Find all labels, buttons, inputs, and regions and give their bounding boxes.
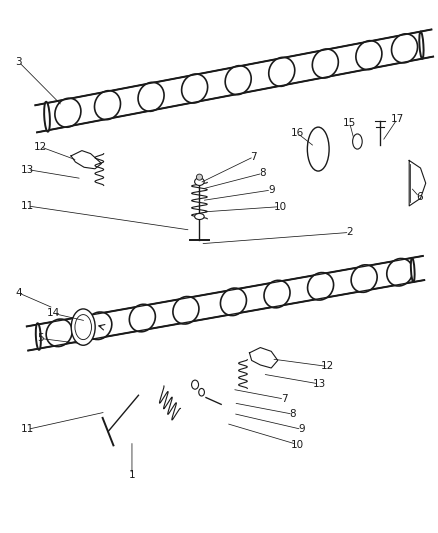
Ellipse shape bbox=[199, 389, 205, 396]
Ellipse shape bbox=[36, 323, 41, 350]
Ellipse shape bbox=[191, 380, 198, 389]
Text: 16: 16 bbox=[291, 128, 304, 138]
Text: 13: 13 bbox=[312, 379, 326, 389]
Ellipse shape bbox=[95, 91, 120, 120]
Text: 8: 8 bbox=[290, 409, 296, 419]
Text: 5: 5 bbox=[37, 334, 44, 343]
Text: 11: 11 bbox=[21, 201, 34, 211]
Ellipse shape bbox=[86, 312, 112, 340]
Text: 10: 10 bbox=[291, 440, 304, 449]
Ellipse shape bbox=[351, 265, 377, 292]
Text: 6: 6 bbox=[416, 192, 423, 202]
Ellipse shape bbox=[194, 178, 204, 185]
Text: 7: 7 bbox=[281, 394, 288, 404]
Ellipse shape bbox=[225, 66, 251, 95]
Ellipse shape bbox=[387, 259, 413, 286]
Text: 7: 7 bbox=[251, 152, 257, 161]
Ellipse shape bbox=[46, 319, 72, 346]
Text: 9: 9 bbox=[268, 185, 275, 195]
Ellipse shape bbox=[55, 98, 81, 127]
Text: 8: 8 bbox=[259, 168, 266, 179]
Text: 17: 17 bbox=[391, 114, 404, 124]
Polygon shape bbox=[71, 151, 102, 169]
Text: 13: 13 bbox=[21, 165, 34, 174]
Text: 14: 14 bbox=[47, 309, 60, 318]
Ellipse shape bbox=[196, 174, 202, 180]
Text: 1: 1 bbox=[129, 470, 135, 480]
Ellipse shape bbox=[75, 314, 92, 340]
Text: 3: 3 bbox=[15, 57, 22, 67]
Ellipse shape bbox=[307, 272, 334, 300]
Ellipse shape bbox=[353, 134, 362, 149]
Polygon shape bbox=[250, 348, 278, 368]
Ellipse shape bbox=[307, 127, 329, 171]
Ellipse shape bbox=[312, 49, 338, 78]
Ellipse shape bbox=[392, 34, 417, 63]
Text: 15: 15 bbox=[343, 118, 356, 127]
Ellipse shape bbox=[264, 280, 290, 308]
Text: 12: 12 bbox=[321, 361, 335, 372]
Ellipse shape bbox=[138, 82, 164, 111]
Ellipse shape bbox=[129, 304, 155, 332]
Text: 12: 12 bbox=[34, 142, 47, 152]
Ellipse shape bbox=[419, 31, 424, 59]
Ellipse shape bbox=[220, 288, 247, 316]
Ellipse shape bbox=[71, 309, 95, 345]
Ellipse shape bbox=[269, 58, 295, 86]
Text: 10: 10 bbox=[273, 201, 286, 212]
Text: 2: 2 bbox=[346, 228, 353, 237]
Ellipse shape bbox=[356, 41, 382, 70]
Ellipse shape bbox=[411, 258, 415, 282]
Polygon shape bbox=[409, 160, 426, 206]
Text: 4: 4 bbox=[15, 288, 22, 298]
Ellipse shape bbox=[194, 214, 204, 220]
Ellipse shape bbox=[173, 296, 199, 324]
Ellipse shape bbox=[44, 102, 50, 132]
Text: 9: 9 bbox=[298, 424, 305, 434]
Text: 11: 11 bbox=[21, 424, 34, 434]
Ellipse shape bbox=[182, 74, 208, 103]
